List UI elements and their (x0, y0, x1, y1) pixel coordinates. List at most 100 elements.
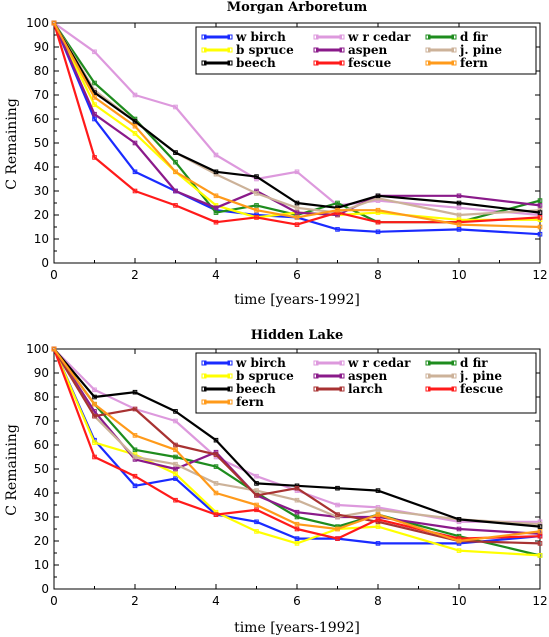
data-point (335, 485, 340, 491)
data-point (254, 473, 259, 479)
y-tick-label: 10 (34, 232, 49, 246)
chart-morgan-arboretum: Morgan Arboretum time [years-1992] C Rem… (4, 0, 548, 308)
data-point (213, 452, 219, 457)
data-point (92, 111, 97, 117)
data-point (254, 488, 259, 493)
x-tick-label: 4 (212, 268, 220, 282)
data-point (51, 346, 57, 352)
legend-marker (451, 360, 457, 366)
legend: w birch w r cedar d fir b spruce aspen j. pin… (195, 26, 537, 75)
legend-marker (313, 360, 319, 366)
chart-title: Hidden Lake (251, 328, 344, 343)
legend-marker (339, 386, 345, 392)
data-point (92, 80, 97, 86)
legend-item-d-fir: d fir (425, 356, 488, 370)
x-tick-label: 4 (212, 594, 220, 608)
legend-item-aspen: aspen (313, 369, 388, 383)
data-point (92, 454, 97, 460)
legend-item-fern: fern (201, 395, 264, 409)
legend-marker (451, 373, 457, 379)
legend-marker (425, 373, 431, 379)
y-tick-label: 80 (34, 64, 49, 78)
data-point (254, 529, 259, 534)
legend-marker (313, 47, 319, 53)
data-point (254, 493, 259, 498)
data-point (294, 215, 300, 220)
data-point (456, 200, 462, 206)
data-point (537, 210, 543, 215)
data-point (254, 191, 259, 196)
legend-item-w-birch: w birch (201, 30, 286, 44)
data-point (537, 215, 543, 220)
data-point (173, 418, 178, 424)
data-point (537, 533, 543, 539)
legend-item-w-birch: w birch (201, 356, 286, 370)
data-point (132, 447, 138, 453)
data-point (132, 406, 138, 412)
series-line (52, 22, 541, 217)
y-tick-label: 100 (26, 16, 49, 30)
legend-label: j. pine (459, 43, 502, 57)
series-b-spruce (51, 346, 543, 558)
legend-marker (201, 386, 207, 392)
y-tick-label: 90 (34, 366, 49, 380)
data-point (173, 188, 178, 194)
legend-label: beech (236, 56, 276, 70)
data-point (213, 205, 219, 211)
legend-label: w birch (235, 356, 286, 370)
y-tick-label: 0 (41, 582, 49, 596)
data-point (132, 169, 138, 175)
data-point (375, 507, 381, 513)
data-point (173, 409, 178, 414)
legend-marker (201, 60, 207, 66)
data-point (335, 227, 340, 232)
data-point (294, 485, 300, 491)
legend-label: w r cedar (347, 30, 411, 44)
data-point (537, 224, 543, 230)
data-point (173, 476, 178, 481)
series-line (53, 22, 541, 229)
data-point (456, 212, 462, 218)
data-point (213, 512, 219, 517)
legend-item-d-fir: d fir (425, 30, 488, 44)
data-point (92, 401, 97, 407)
legend-item-beech: beech (201, 56, 276, 70)
data-point (213, 210, 219, 215)
data-point (213, 169, 219, 175)
data-point (335, 207, 340, 213)
legend-marker (313, 34, 319, 40)
data-point (254, 203, 259, 208)
data-point (375, 193, 381, 199)
legend-label: j. pine (459, 369, 502, 383)
data-point (254, 174, 259, 179)
data-point (173, 104, 178, 110)
legend-label: b spruce (236, 369, 294, 383)
data-point (335, 512, 340, 517)
x-tick-label: 8 (374, 594, 382, 608)
series-line (53, 348, 541, 528)
data-point (456, 548, 462, 553)
legend-marker (227, 386, 233, 392)
x-tick-label: 10 (451, 594, 466, 608)
legend-marker (425, 47, 431, 53)
data-point (294, 526, 300, 532)
data-point (294, 521, 300, 527)
data-point (537, 203, 543, 208)
legend-label: aspen (348, 369, 388, 383)
legend-marker (227, 60, 233, 66)
data-point (294, 169, 300, 175)
legend-marker (313, 60, 319, 66)
y-tick-label: 60 (34, 438, 49, 452)
series-fern (51, 20, 543, 230)
data-point (173, 203, 178, 208)
legend-marker (339, 47, 345, 53)
legend-marker (201, 399, 207, 405)
legend-item-b-spruce: b spruce (201, 369, 294, 383)
data-point (213, 219, 219, 225)
x-tick-label: 6 (293, 594, 301, 608)
series-aspen (51, 20, 543, 218)
legend-marker (339, 373, 345, 379)
data-point (173, 454, 178, 460)
data-point (132, 454, 138, 460)
data-point (132, 473, 138, 479)
